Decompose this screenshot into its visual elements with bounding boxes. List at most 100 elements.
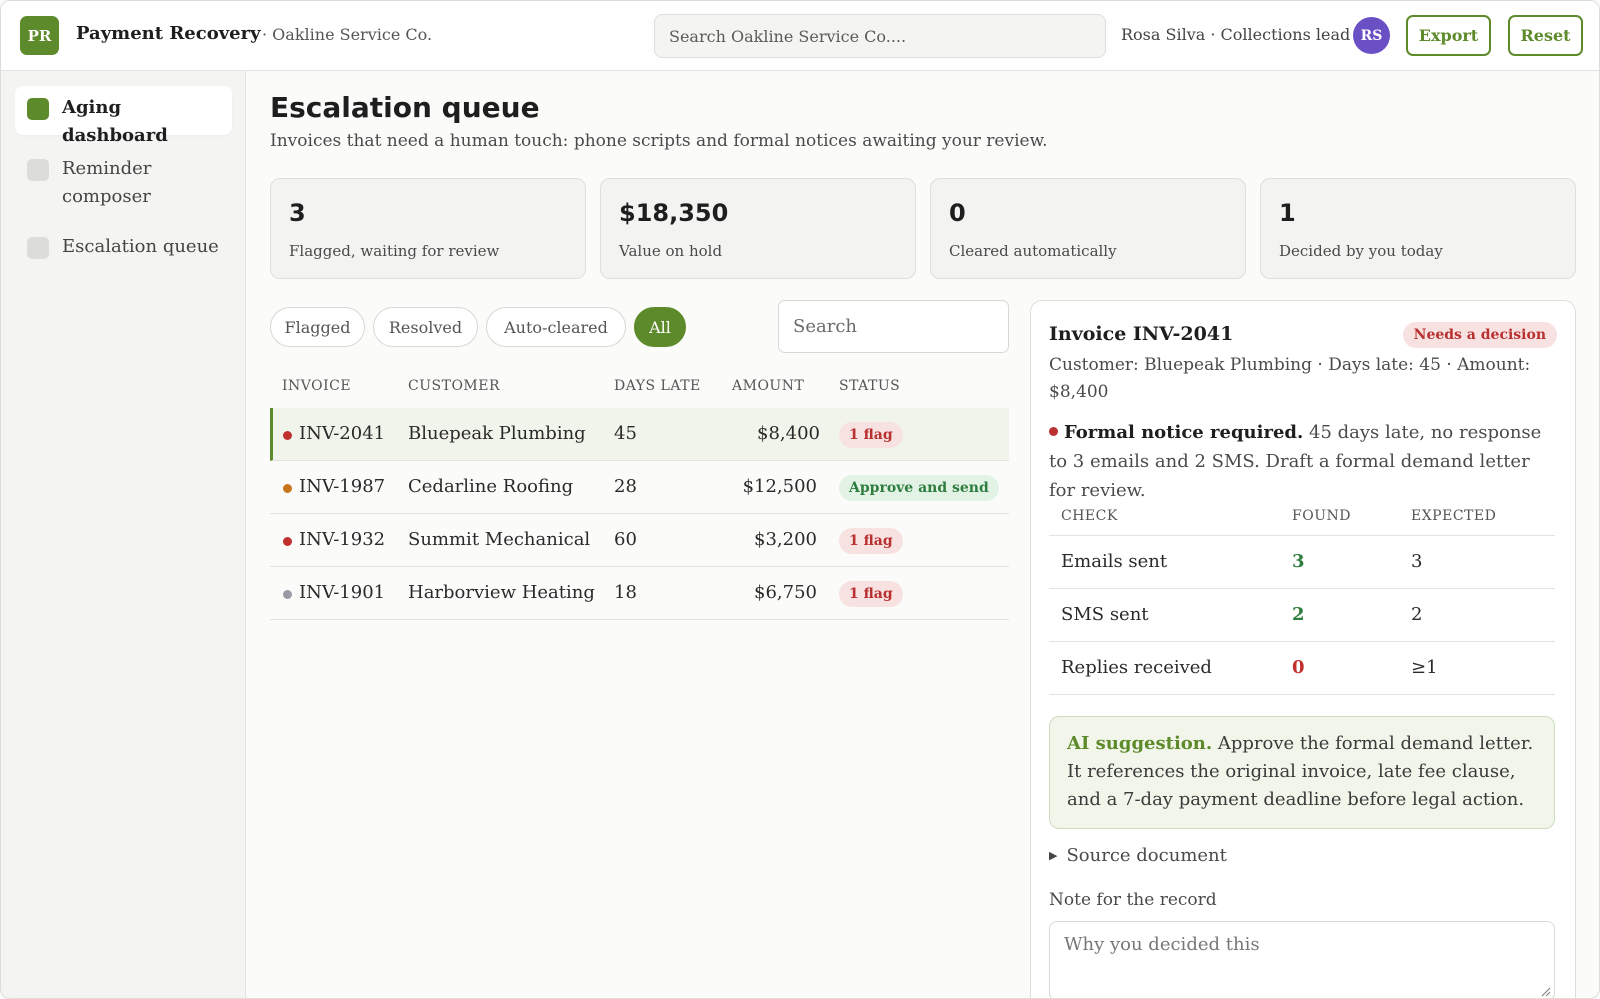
source-document-toggle[interactable]: ▶ Source document <box>1049 845 1227 866</box>
status-badge: 1 flag <box>839 581 903 607</box>
days-late-cell: 28 <box>614 476 637 497</box>
check-name: Emails sent <box>1061 551 1168 572</box>
alert-dot-icon <box>1049 426 1058 436</box>
column-header-invoice[interactable]: INVOICE <box>282 378 352 394</box>
customer-cell: Summit Mechanical <box>408 529 591 550</box>
invoice-cell: INV-1987 <box>299 476 386 497</box>
severity-dot-icon <box>283 590 292 599</box>
sidebar-item-reminder-composer[interactable]: Reminder composer <box>15 147 232 219</box>
amount-cell: $12,500 <box>742 476 817 497</box>
detail-title: Invoice INV-2041 <box>1049 323 1234 345</box>
check-expected: 3 <box>1411 551 1423 572</box>
notice-text: 45 days late, no response to 3 emails an… <box>1049 422 1542 501</box>
check-row: SMS sent 2 2 <box>1049 589 1555 642</box>
customer-cell: Bluepeak Plumbing <box>408 423 586 444</box>
status-badge: 1 flag <box>839 528 903 554</box>
sidebar-item-aging-dashboard[interactable]: Aging dashboard <box>15 86 232 146</box>
status-badge: Approve and send <box>839 475 999 501</box>
page-title: Escalation queue <box>270 91 540 124</box>
sidebar-item-label: Escalation queue <box>62 236 219 257</box>
user-name: Rosa Silva · Collections lead <box>1121 25 1351 44</box>
invoice-cell: INV-1901 <box>299 582 386 603</box>
filter-chip-auto-cleared[interactable]: Auto-cleared <box>486 307 626 347</box>
filter-chip-resolved[interactable]: Resolved <box>373 307 478 347</box>
filter-chip-flagged[interactable]: Flagged <box>270 307 365 347</box>
days-late-cell: 60 <box>614 529 637 550</box>
stat-card-value-on-hold: $18,350 Value on hold <box>600 178 916 279</box>
org-name: · Oakline Service Co. <box>262 25 433 44</box>
stat-label: Cleared automatically <box>949 242 1117 260</box>
invoice-detail-panel: Invoice INV-2041 Needs a decision Custom… <box>1030 300 1576 998</box>
filter-chip-all[interactable]: All <box>634 307 686 347</box>
days-late-cell: 18 <box>614 582 637 603</box>
detail-meta: Customer: Bluepeak Plumbing · Days late:… <box>1049 355 1531 402</box>
column-header-check: CHECK <box>1061 508 1118 524</box>
check-found: 0 <box>1292 657 1305 678</box>
stat-card-decided-today: 1 Decided by you today <box>1260 178 1576 279</box>
stat-card-cleared: 0 Cleared automatically <box>930 178 1246 279</box>
stat-value: $18,350 <box>619 199 729 227</box>
table-row[interactable]: INV-1901 Harborview Heating 18 $6,750 1 … <box>270 567 1009 620</box>
table-row[interactable]: INV-1932 Summit Mechanical 60 $3,200 1 f… <box>270 514 1009 567</box>
check-row: Replies received 0 ≥1 <box>1049 642 1555 695</box>
column-header-customer[interactable]: CUSTOMER <box>408 378 501 394</box>
resize-grip-icon[interactable] <box>1541 987 1551 997</box>
sidebar-item-label: Reminder composer <box>62 158 152 207</box>
column-header-days-late[interactable]: DAYS LATE <box>614 378 701 394</box>
amount-cell: $3,200 <box>754 529 817 550</box>
column-header-found: FOUND <box>1292 508 1351 524</box>
check-row: Emails sent 3 3 <box>1049 536 1555 589</box>
stat-card-flagged: 3 Flagged, waiting for review <box>270 178 586 279</box>
notice-heading: Formal notice required. <box>1064 422 1304 443</box>
check-name: Replies received <box>1061 657 1212 678</box>
app-title: Payment Recovery <box>76 23 261 44</box>
status-badge: 1 flag <box>839 422 903 448</box>
decision-badge: Needs a decision <box>1402 322 1557 348</box>
stat-value: 0 <box>949 199 966 227</box>
invoice-cell: INV-1932 <box>299 529 386 550</box>
global-search-input[interactable] <box>654 14 1106 58</box>
checks-table-header: CHECK FOUND EXPECTED <box>1049 496 1555 536</box>
check-name: SMS sent <box>1061 604 1149 625</box>
sidebar-item-label: Aging dashboard <box>62 97 168 146</box>
sidebar-item-escalation-queue[interactable]: Escalation queue <box>15 225 232 271</box>
severity-dot-icon <box>283 431 292 440</box>
stat-label: Flagged, waiting for review <box>289 242 500 260</box>
notice-message: Formal notice required. 45 days late, no… <box>1049 418 1549 505</box>
check-found: 3 <box>1292 551 1305 572</box>
severity-dot-icon <box>283 484 292 493</box>
invoice-cell: INV-2041 <box>299 423 386 444</box>
severity-dot-icon <box>283 537 292 546</box>
column-header-amount[interactable]: AMOUNT <box>732 378 805 394</box>
sidebar: Aging dashboard Reminder composer Escala… <box>1 71 246 998</box>
queue-search-input[interactable] <box>778 300 1009 353</box>
table-row[interactable]: INV-2041 Bluepeak Plumbing 45 $8,400 1 f… <box>270 408 1009 461</box>
disclosure-triangle-icon: ▶ <box>1049 849 1058 862</box>
check-expected: ≥1 <box>1411 657 1438 678</box>
table-row[interactable]: INV-1987 Cedarline Roofing 28 $12,500 Ap… <box>270 461 1009 514</box>
stat-value: 3 <box>289 199 306 227</box>
nav-square-icon <box>27 159 49 181</box>
stat-label: Decided by you today <box>1279 242 1443 260</box>
export-button[interactable]: Export <box>1406 15 1491 56</box>
amount-cell: $8,400 <box>757 423 820 444</box>
days-late-cell: 45 <box>614 423 637 444</box>
amount-cell: $6,750 <box>754 582 817 603</box>
decision-note-textarea[interactable] <box>1049 921 1555 998</box>
column-header-expected: EXPECTED <box>1411 508 1497 524</box>
ai-suggestion-box: AI suggestion. Approve the formal demand… <box>1049 716 1555 829</box>
check-expected: 2 <box>1411 604 1423 625</box>
page-subtitle: Invoices that need a human touch: phone … <box>270 131 1048 151</box>
customer-cell: Harborview Heating <box>408 582 595 603</box>
stat-label: Value on hold <box>619 242 723 260</box>
column-header-status[interactable]: STATUS <box>839 378 901 394</box>
avatar[interactable]: RS <box>1353 17 1390 54</box>
ai-suggestion-text: Approve the formal demand letter. It ref… <box>1067 733 1534 810</box>
reset-button[interactable]: Reset <box>1508 15 1583 56</box>
ai-suggestion-label: AI suggestion. <box>1067 733 1213 754</box>
source-document-label: Source document <box>1066 845 1227 866</box>
app-logo: PR <box>20 16 59 55</box>
stat-value: 1 <box>1279 199 1296 227</box>
customer-cell: Cedarline Roofing <box>408 476 574 497</box>
